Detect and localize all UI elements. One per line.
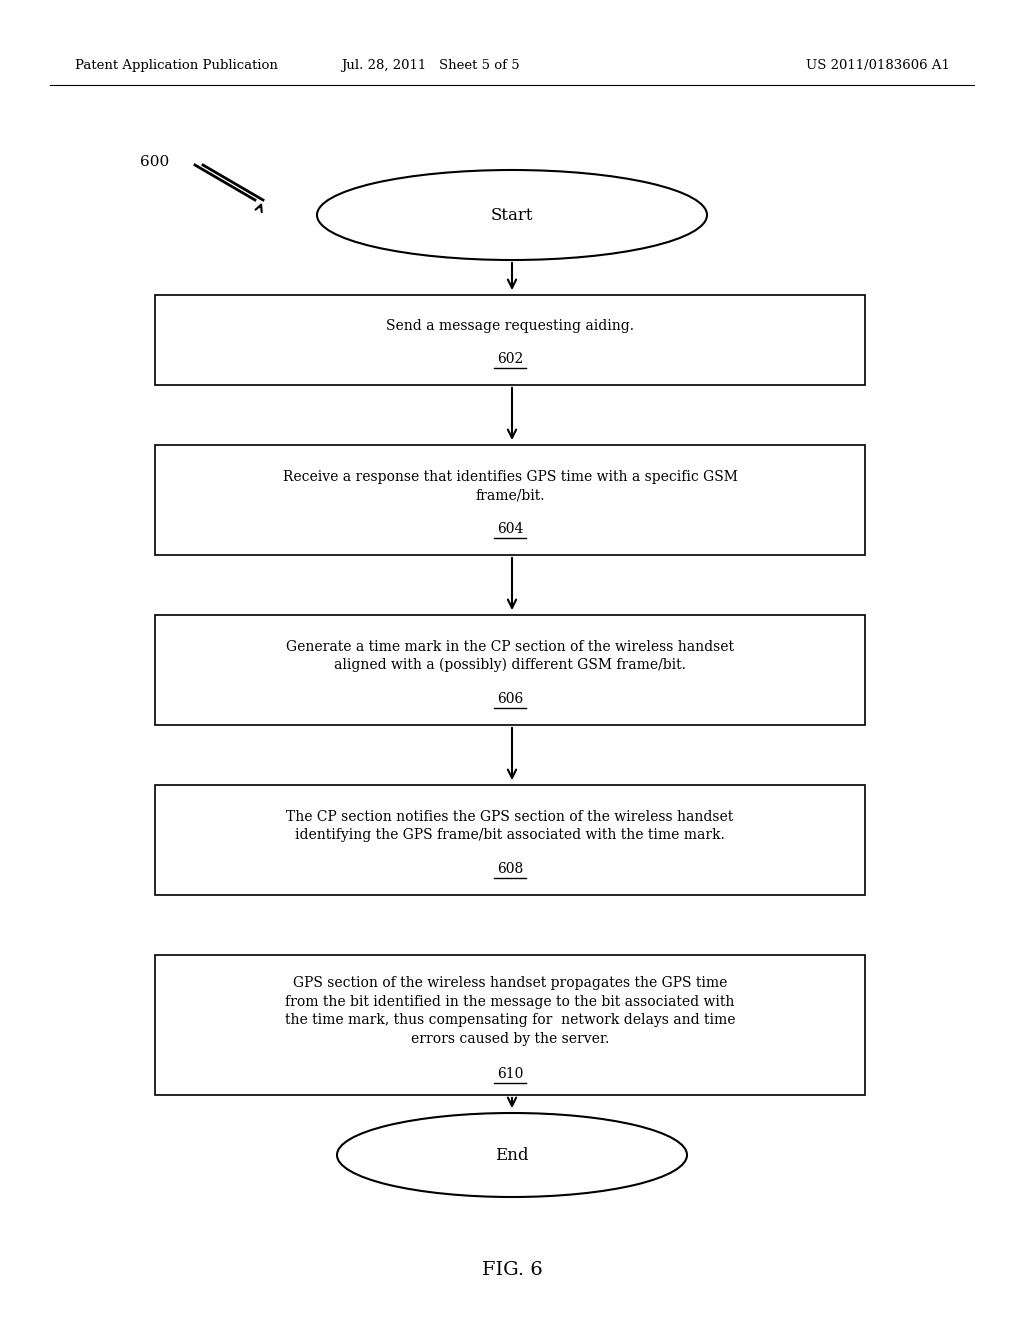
Text: 602: 602 bbox=[497, 352, 523, 366]
Bar bbox=[155, 615, 865, 725]
Bar bbox=[155, 294, 865, 385]
Text: Patent Application Publication: Patent Application Publication bbox=[75, 58, 278, 71]
Text: End: End bbox=[496, 1147, 528, 1163]
Text: 600: 600 bbox=[140, 154, 169, 169]
Text: The CP section notifies the GPS section of the wireless handset
identifying the : The CP section notifies the GPS section … bbox=[287, 809, 733, 842]
Text: GPS section of the wireless handset propagates the GPS time
from the bit identif: GPS section of the wireless handset prop… bbox=[285, 977, 735, 1045]
Text: FIG. 6: FIG. 6 bbox=[481, 1261, 543, 1279]
Text: 604: 604 bbox=[497, 521, 523, 536]
Text: Start: Start bbox=[490, 206, 534, 223]
Text: Send a message requesting aiding.: Send a message requesting aiding. bbox=[386, 319, 634, 333]
Text: Generate a time mark in the CP section of the wireless handset
aligned with a (p: Generate a time mark in the CP section o… bbox=[286, 639, 734, 672]
Bar bbox=[155, 445, 865, 554]
Bar bbox=[155, 954, 865, 1096]
Bar bbox=[155, 785, 865, 895]
Text: 610: 610 bbox=[497, 1067, 523, 1081]
Text: US 2011/0183606 A1: US 2011/0183606 A1 bbox=[806, 58, 950, 71]
Text: Jul. 28, 2011   Sheet 5 of 5: Jul. 28, 2011 Sheet 5 of 5 bbox=[341, 58, 519, 71]
Text: Receive a response that identifies GPS time with a specific GSM
frame/bit.: Receive a response that identifies GPS t… bbox=[283, 470, 737, 502]
Text: 606: 606 bbox=[497, 692, 523, 706]
Text: 608: 608 bbox=[497, 862, 523, 876]
